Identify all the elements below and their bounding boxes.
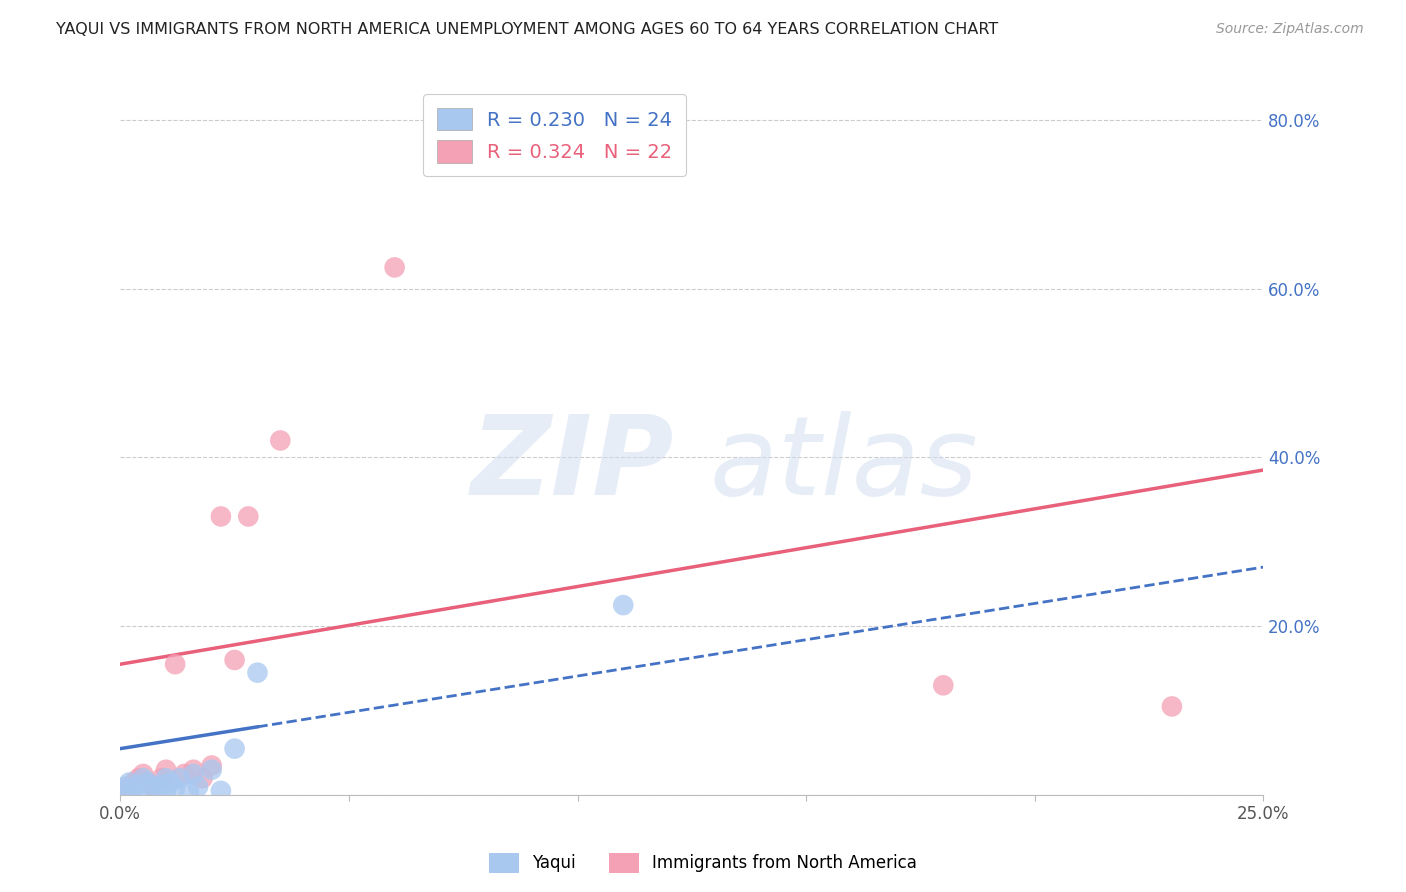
Point (155, 771, 177, 785)
Point (224, 741, 246, 756)
Point (209, 784, 232, 798)
Point (201, 758, 224, 772)
Point (1160, 699, 1182, 714)
Point (246, 665, 269, 680)
Point (187, 780, 209, 794)
Legend: R = 0.230   N = 24, R = 0.324   N = 22: R = 0.230 N = 24, R = 0.324 N = 22 (423, 95, 686, 177)
Legend: Yaqui, Immigrants from North America: Yaqui, Immigrants from North America (482, 847, 924, 880)
Point (141, 780, 163, 794)
Point (612, 598, 634, 612)
Point (114, 784, 136, 798)
Text: atlas: atlas (709, 411, 977, 518)
Point (173, 767, 195, 781)
Point (136, 775, 159, 789)
Point (177, 784, 200, 798)
Point (150, 778, 173, 792)
Point (183, 763, 205, 777)
Point (114, 784, 136, 798)
Point (114, 780, 136, 794)
Text: YAQUI VS IMMIGRANTS FROM NORTH AMERICA UNEMPLOYMENT AMONG AGES 60 TO 64 YEARS CO: YAQUI VS IMMIGRANTS FROM NORTH AMERICA U… (56, 22, 998, 37)
Text: Source: ZipAtlas.com: Source: ZipAtlas.com (1216, 22, 1364, 37)
Point (932, 678, 955, 692)
Point (128, 771, 150, 785)
Point (146, 784, 169, 798)
Point (122, 775, 145, 789)
Point (155, 763, 177, 777)
Point (155, 784, 177, 798)
Point (209, 509, 232, 524)
Point (132, 767, 155, 781)
Point (122, 781, 145, 796)
Point (238, 509, 260, 524)
Text: ZIP: ZIP (471, 411, 675, 518)
Point (136, 775, 159, 789)
Point (165, 657, 187, 672)
Point (384, 260, 406, 275)
Point (183, 767, 205, 781)
Point (191, 771, 214, 785)
Point (165, 781, 187, 796)
Point (141, 780, 163, 794)
Point (128, 778, 150, 792)
Point (150, 771, 173, 785)
Point (159, 775, 181, 789)
Point (118, 775, 141, 789)
Point (224, 653, 246, 667)
Point (201, 763, 224, 777)
Point (118, 780, 141, 794)
Point (269, 434, 291, 448)
Point (132, 771, 155, 785)
Point (169, 771, 191, 785)
Point (128, 784, 150, 798)
